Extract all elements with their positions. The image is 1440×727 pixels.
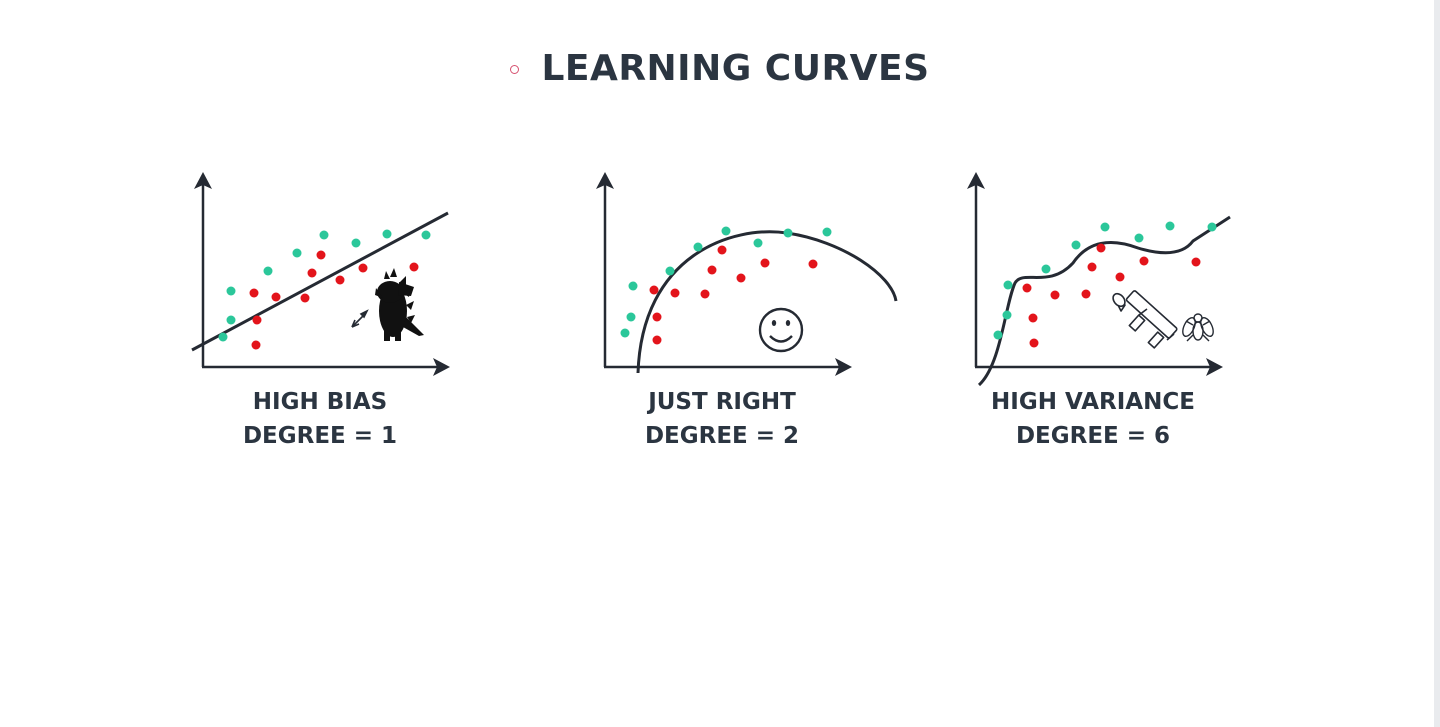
x-axis-arrow-icon	[1206, 358, 1223, 376]
smiley-face-icon	[758, 307, 804, 353]
dart-icon	[351, 309, 369, 328]
red-points	[249, 250, 419, 350]
high-variance-caption: HIGH VARIANCE DEGREE = 6	[943, 385, 1243, 453]
slide-header: LEARNING CURVES	[0, 40, 1440, 96]
high-bias-caption: HIGH BIAS DEGREE = 1	[170, 385, 470, 453]
just-right-caption: JUST RIGHT DEGREE = 2	[572, 385, 872, 453]
linear-fit-line	[191, 211, 449, 352]
panel-high-variance: HIGH VARIANCE DEGREE = 6	[943, 165, 1243, 465]
high-bias-label: HIGH BIAS	[252, 389, 388, 415]
axes	[201, 183, 440, 369]
smiley-eyes	[771, 320, 791, 326]
panel-high-bias: HIGH BIAS DEGREE = 1	[170, 165, 470, 465]
just-right-degree: DEGREE = 2	[644, 423, 800, 449]
page-title: LEARNING CURVES	[541, 47, 930, 89]
bazooka-icon	[1112, 290, 1178, 349]
teal-points	[218, 229, 431, 342]
y-axis-arrow-icon	[194, 172, 212, 189]
red-points	[1022, 243, 1201, 348]
polynomial-fit-curve	[977, 215, 1231, 387]
just-right-label: JUST RIGHT	[648, 389, 796, 415]
high-variance-degree: DEGREE = 6	[1015, 423, 1171, 449]
high-variance-plot	[967, 172, 1231, 387]
fly-icon	[1182, 313, 1214, 342]
godzilla-icon	[375, 268, 424, 341]
x-axis-arrow-icon	[433, 358, 450, 376]
high-bias-plot	[191, 172, 450, 376]
quadratic-fit-curve	[636, 230, 898, 374]
teal-points	[620, 226, 832, 338]
red-points	[649, 245, 818, 345]
high-variance-label: HIGH VARIANCE	[991, 389, 1195, 415]
axes	[974, 183, 1213, 369]
axes	[603, 183, 842, 369]
y-axis-arrow-icon	[967, 172, 985, 189]
x-axis-arrow-icon	[835, 358, 852, 376]
panel-just-right: JUST RIGHT DEGREE = 2	[572, 165, 898, 465]
y-axis-arrow-icon	[596, 172, 614, 189]
high-bias-degree: DEGREE = 1	[242, 423, 398, 449]
circle-bullet-icon	[510, 64, 520, 74]
teal-points	[993, 221, 1217, 340]
just-right-plot	[596, 172, 898, 376]
window-right-edge	[1434, 0, 1440, 727]
